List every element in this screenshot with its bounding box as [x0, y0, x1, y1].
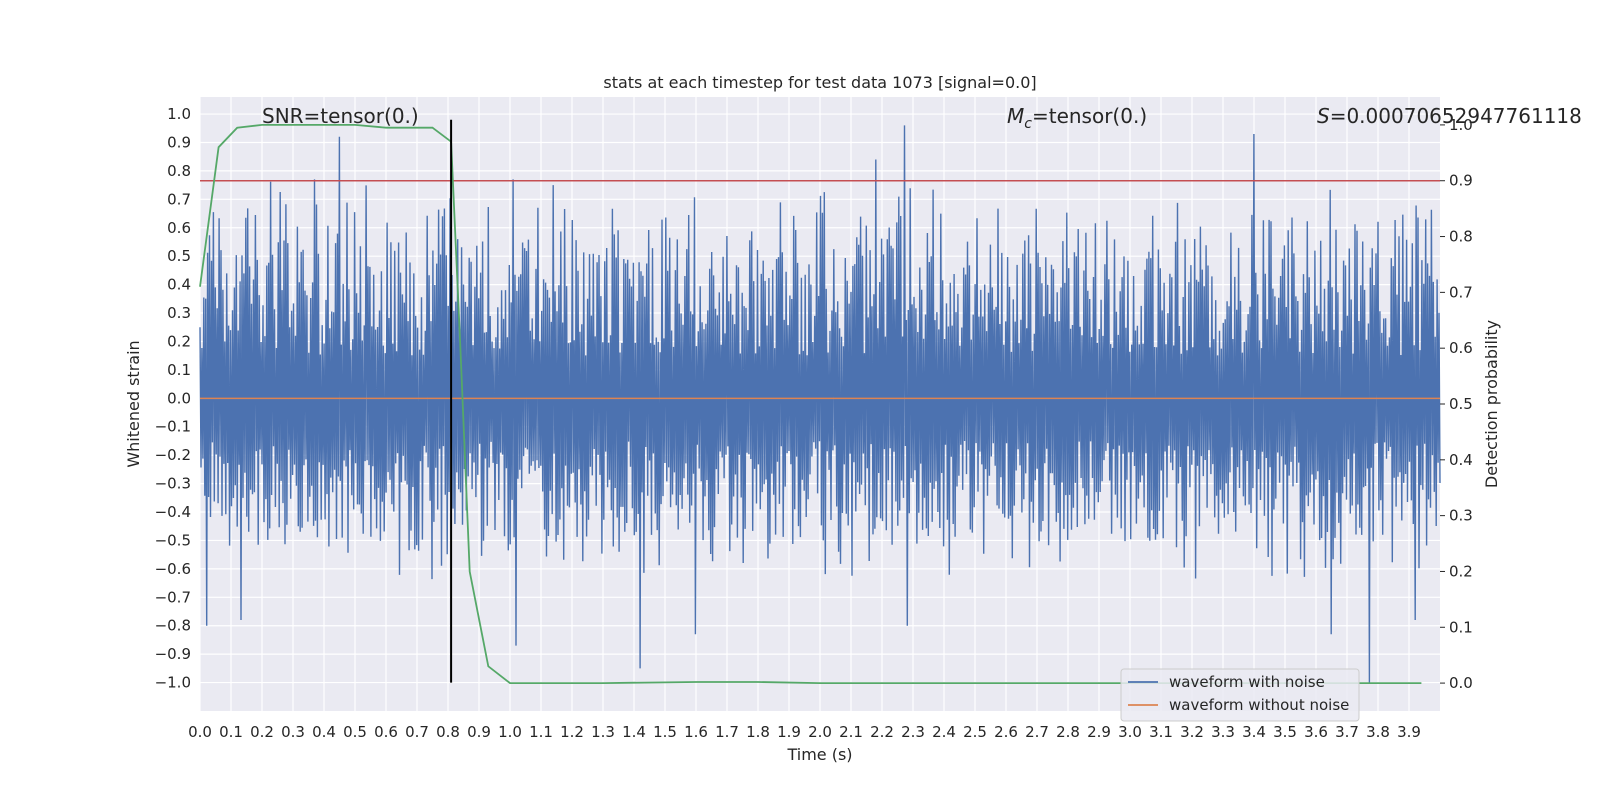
x-tick-label: 1.8 [746, 723, 770, 741]
x-tick-label: 2.9 [1087, 723, 1111, 741]
x-tick-label: 0.2 [250, 723, 274, 741]
x-tick-label: 1.9 [777, 723, 801, 741]
y2-tick-label: 0.2 [1449, 562, 1473, 580]
chirp-mass-subscript: c [1024, 116, 1032, 132]
y2-tick-label: 1.0 [1449, 116, 1473, 134]
y-tick-label: −0.8 [155, 617, 191, 635]
waveform-with-noise-line [199, 125, 1441, 683]
legend-label-noise: waveform with noise [1169, 673, 1325, 691]
waveform-with-noise-series [199, 125, 1441, 683]
x-tick-label: 3.8 [1366, 723, 1390, 741]
legend-box [1120, 668, 1360, 722]
y-tick-label: −0.2 [155, 446, 191, 464]
x-tick-label: 3.7 [1335, 723, 1359, 741]
legend-label-clean: waveform without noise [1169, 696, 1349, 714]
y2-tick-label: 0.9 [1449, 172, 1473, 190]
y-tick-label: −0.9 [155, 645, 191, 663]
x-tick-label: 2.7 [1025, 723, 1049, 741]
y2-tick-label: 0.7 [1449, 283, 1473, 301]
x-tick-label: 2.6 [994, 723, 1018, 741]
y-tick-label: 0.5 [167, 247, 191, 265]
x-tick-label: 2.0 [808, 723, 832, 741]
y-tick-labels: 1.0 0.9 0.8 0.7 0.6 0.5 0.4 0.3 0.2 0.1 0.0 −0.1 −0.… [155, 105, 191, 692]
chirp-mass-value: =tensor(0.) [1032, 104, 1147, 128]
chirp-mass-symbol: M [1007, 104, 1024, 128]
y-tick-label: 0.3 [167, 304, 191, 322]
snr-annotation: SNR=tensor(0.) [262, 104, 419, 128]
legend: waveform with noise waveform without noi… [1120, 668, 1360, 722]
x-tick-label: 2.1 [839, 723, 863, 741]
x-tick-label: 0.7 [405, 723, 429, 741]
y-tick-label: 1.0 [167, 105, 191, 123]
detection-probability-line [199, 124, 1422, 684]
x-tick-label: 3.5 [1273, 723, 1297, 741]
y2-tick-label: 0.1 [1449, 618, 1473, 636]
x-tick-label: 0.1 [219, 723, 243, 741]
x-tick-label: 2.5 [963, 723, 987, 741]
y2-tick-labels: 0.0 0.1 0.2 0.3 0.4 0.5 0.6 0.7 0.8 0.9 1.0 [1440, 116, 1473, 692]
x-tick-label: 0.9 [467, 723, 491, 741]
s-annotation: S=0.00070652947761118 [1317, 104, 1582, 128]
y2-tick-label: 0.8 [1449, 228, 1473, 246]
x-tick-label: 3.3 [1211, 723, 1235, 741]
x-tick-label: 0.8 [436, 723, 460, 741]
x-tick-label: 1.5 [653, 723, 677, 741]
x-tick-label: 0.0 [188, 723, 212, 741]
x-tick-labels: 0.0 0.1 0.2 0.3 0.4 0.5 0.6 0.7 0.8 0.9 1.0 1.1 1.2 1… [188, 723, 1421, 741]
y2-tick-label: 0.5 [1449, 395, 1473, 413]
x-axis-label: Time (s) [786, 745, 852, 764]
x-tick-label: 2.3 [901, 723, 925, 741]
x-tick-label: 1.6 [684, 723, 708, 741]
chirp-mass-annotation: Mc=tensor(0.) [1007, 104, 1147, 132]
y-tick-label: −0.1 [155, 418, 191, 436]
x-tick-label: 1.2 [560, 723, 584, 741]
x-tick-label: 0.3 [281, 723, 305, 741]
y-tick-label: 0.8 [167, 162, 191, 180]
x-tick-label: 2.4 [932, 723, 956, 741]
x-tick-label: 3.4 [1242, 723, 1266, 741]
y2-tick-label: 0.0 [1449, 674, 1473, 692]
y-tick-label: 0.4 [167, 276, 191, 294]
x-tick-label: 3.1 [1149, 723, 1173, 741]
x-tick-label: 3.6 [1304, 723, 1328, 741]
x-tick-label: 2.2 [870, 723, 894, 741]
x-tick-label: 1.1 [529, 723, 553, 741]
x-tick-label: 1.3 [591, 723, 615, 741]
x-tick-label: 1.7 [715, 723, 739, 741]
x-tick-label: 0.5 [343, 723, 367, 741]
y-tick-label: 0.2 [167, 332, 191, 350]
y-tick-label: 0.0 [167, 389, 191, 407]
y2-tick-label: 0.6 [1449, 339, 1473, 357]
y2-tick-label: 0.4 [1449, 451, 1473, 469]
y-tick-label: −0.5 [155, 531, 191, 549]
chart-title: stats at each timestep for test data 107… [603, 73, 1036, 92]
x-tick-label: 2.8 [1056, 723, 1080, 741]
y-tick-label: −1.0 [155, 674, 191, 692]
y-tick-label: 0.9 [167, 133, 191, 151]
y-tick-label: −0.6 [155, 560, 191, 578]
y2-axis-label: Detection probability [1482, 320, 1501, 488]
x-tick-label: 3.2 [1180, 723, 1204, 741]
s-symbol: S [1317, 104, 1330, 128]
x-tick-label: 1.0 [498, 723, 522, 741]
y-tick-label: −0.4 [155, 503, 191, 521]
x-tick-label: 3.9 [1397, 723, 1421, 741]
y-axis-label: Whitened strain [124, 340, 143, 467]
y-tick-label: 0.7 [167, 190, 191, 208]
y2-tick-label: 0.3 [1449, 507, 1473, 525]
y-tick-label: −0.7 [155, 588, 191, 606]
x-tick-label: 3.0 [1118, 723, 1142, 741]
x-tick-label: 1.4 [622, 723, 646, 741]
y-tick-label: 0.1 [167, 361, 191, 379]
x-tick-label: 0.4 [312, 723, 336, 741]
s-value: =0.00070652947761118 [1330, 104, 1582, 128]
y-tick-label: −0.3 [155, 475, 191, 493]
x-tick-label: 0.6 [374, 723, 398, 741]
y-tick-label: 0.6 [167, 219, 191, 237]
